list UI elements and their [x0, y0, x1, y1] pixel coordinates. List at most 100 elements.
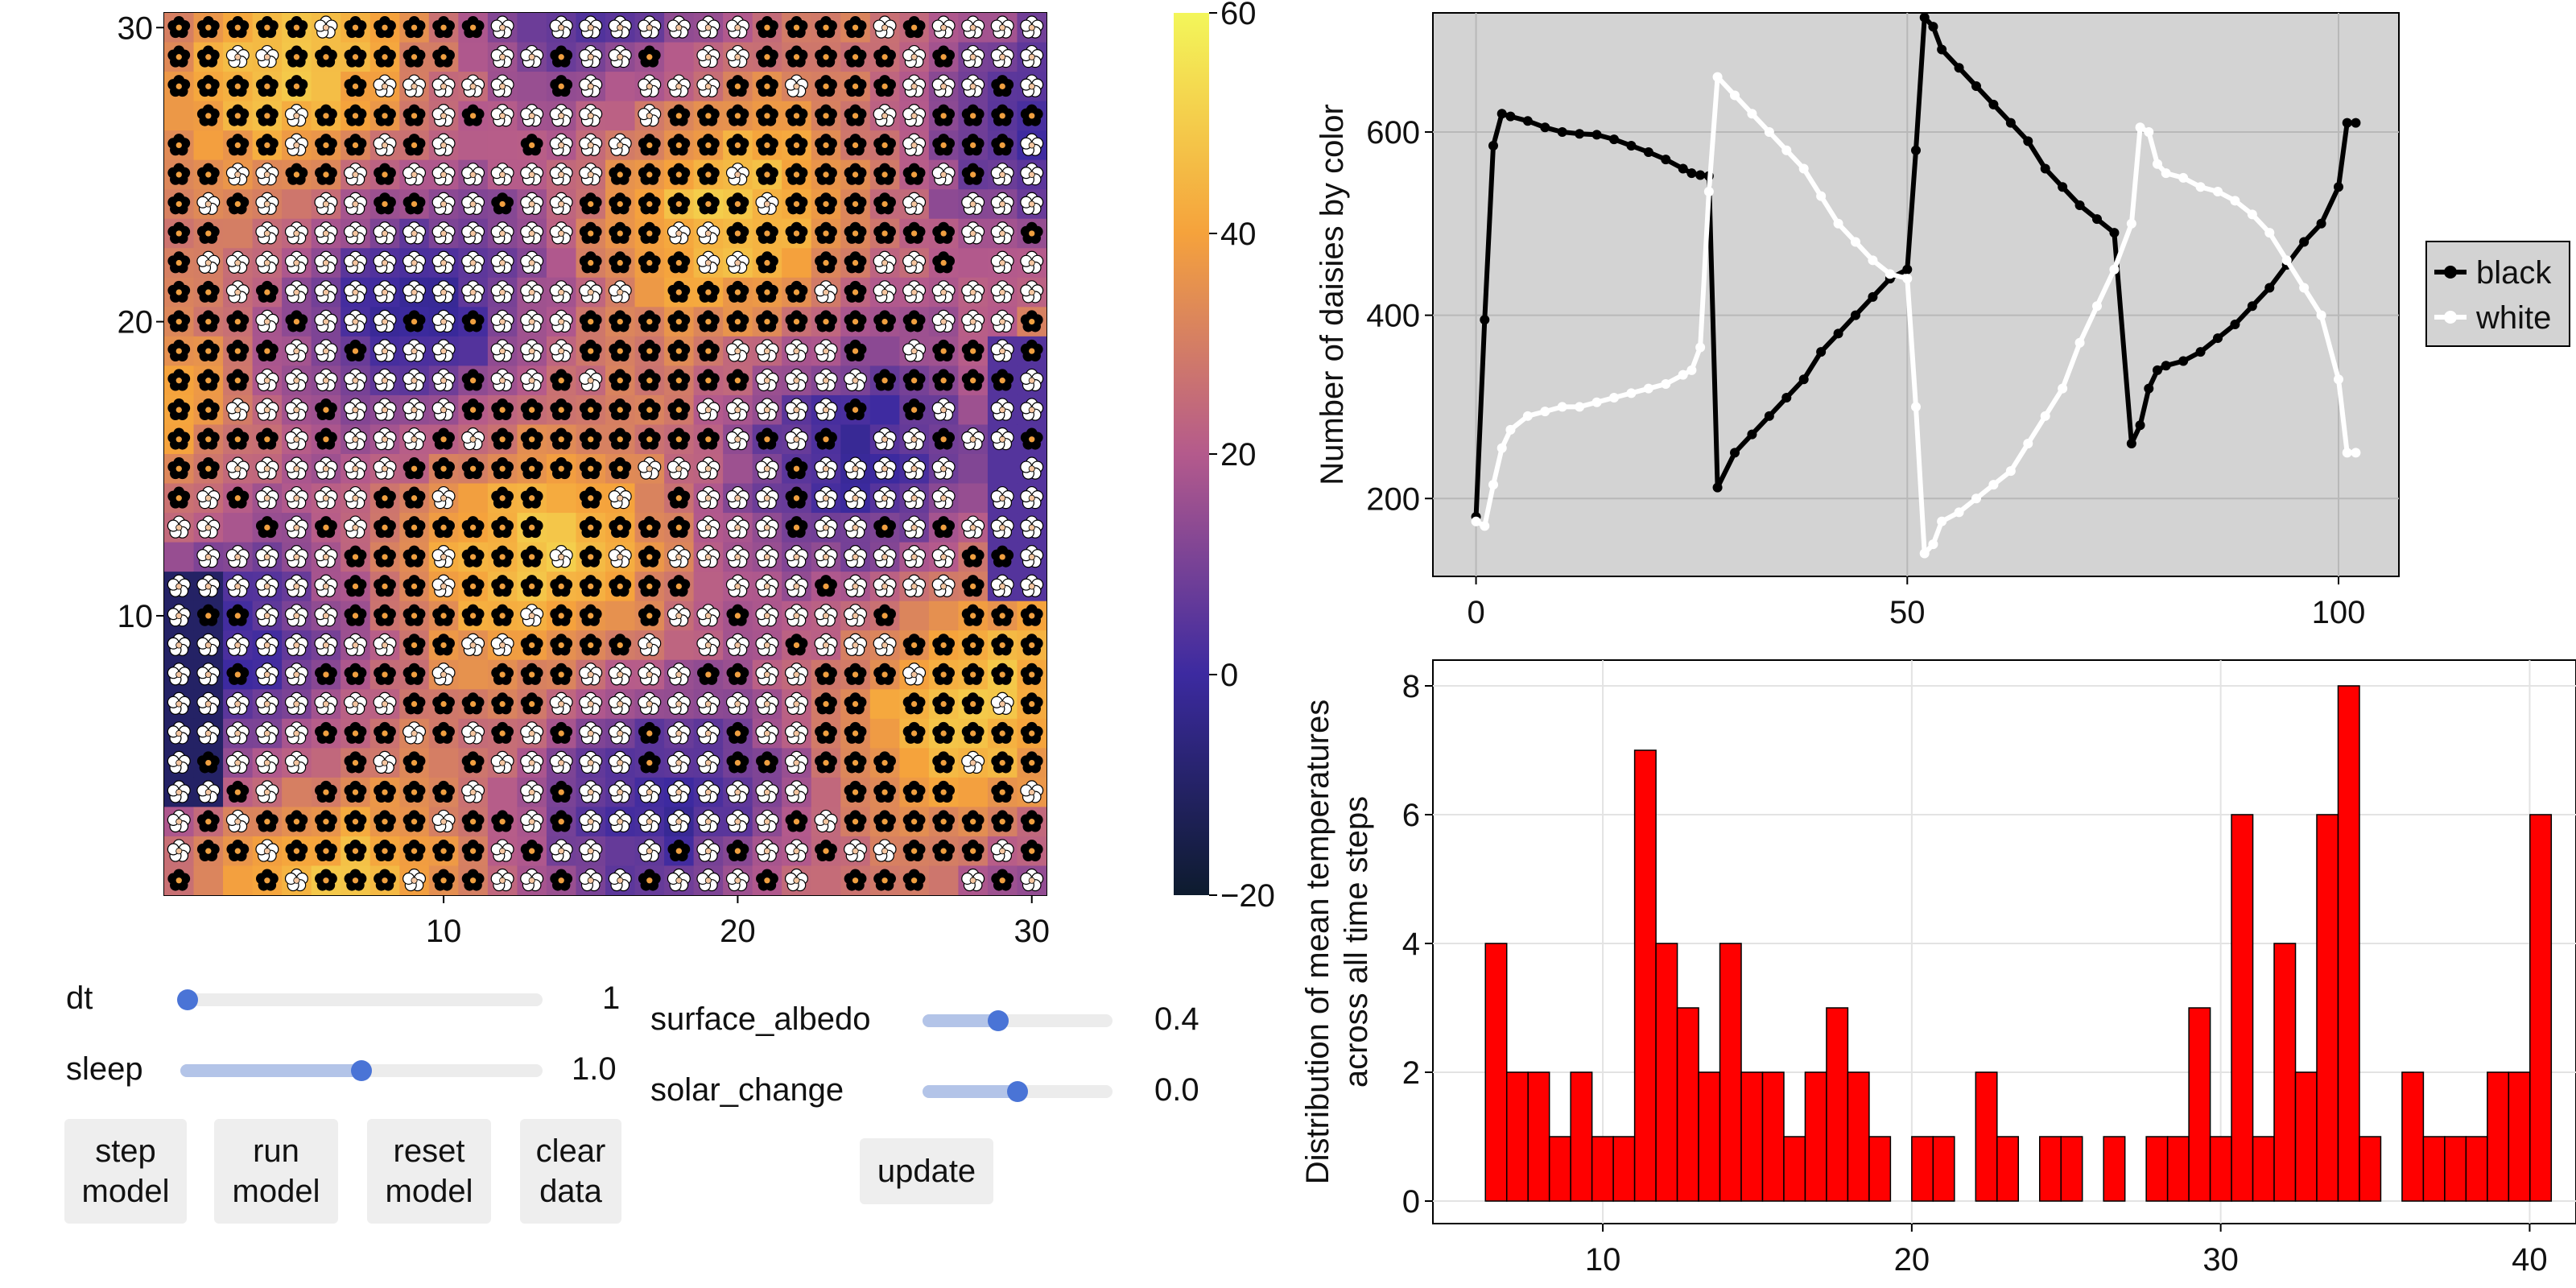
- daisy-petal: [932, 138, 944, 150]
- heatmap-cell: [605, 601, 636, 631]
- heatmap-cell: [282, 777, 312, 807]
- daisy-center: [558, 318, 565, 325]
- daisy-center: [734, 259, 741, 266]
- daisy-center: [234, 83, 241, 89]
- white-daisy-icon: [873, 104, 897, 127]
- daisy-center: [1028, 553, 1035, 560]
- daisy-center: [322, 259, 329, 266]
- daisy-center: [764, 171, 770, 178]
- daisy-center: [175, 171, 182, 178]
- daisy-center: [234, 289, 242, 296]
- daisy-center: [823, 230, 829, 237]
- daisy-petal: [844, 20, 856, 31]
- daisy-center: [646, 554, 653, 560]
- heatmap-cell: [987, 454, 1018, 485]
- heatmap-cell: [487, 130, 518, 161]
- daisy-center: [940, 171, 947, 178]
- daisy-markers: [167, 15, 1044, 892]
- daisy-center: [969, 436, 976, 443]
- daisy-center: [970, 378, 976, 384]
- daisy-center: [381, 436, 389, 443]
- daisy-center: [1029, 230, 1035, 237]
- black-daisy-icon: [932, 134, 956, 156]
- daisy-petal: [785, 138, 797, 150]
- daisy-center: [646, 171, 653, 178]
- daisy-center: [264, 83, 270, 89]
- black-daisy-icon: [167, 134, 191, 156]
- heatmap-cell: [840, 424, 871, 455]
- daisy-center: [617, 407, 623, 413]
- white-daisy-icon: [490, 44, 514, 68]
- daisy-center: [411, 24, 418, 31]
- daisy-petal: [402, 138, 415, 150]
- daisy-petal: [667, 108, 679, 120]
- daisy-center: [588, 613, 594, 619]
- daisy-center: [705, 289, 712, 295]
- daisy-center: [793, 83, 800, 90]
- daisy-center: [204, 494, 212, 502]
- daisy-center: [705, 142, 712, 149]
- daisy-center: [675, 553, 683, 560]
- daisy-center: [558, 289, 565, 296]
- white-daisy-icon: [343, 192, 367, 215]
- daisy-center: [528, 112, 535, 119]
- black-daisy-icon: [167, 163, 191, 185]
- daisy-center: [705, 436, 712, 443]
- daisy-petal: [226, 108, 238, 120]
- daisy-center: [852, 465, 859, 473]
- daisy-center: [529, 583, 535, 590]
- black-daisy-icon: [785, 16, 808, 39]
- white-daisy-icon: [696, 15, 720, 39]
- daisy-center: [940, 348, 947, 354]
- daisy-center: [558, 378, 564, 384]
- daisy-center: [469, 171, 477, 178]
- daisy-center: [763, 407, 770, 414]
- daisy-center: [910, 200, 918, 208]
- heatmap-cell: [928, 189, 959, 220]
- daisy-center: [646, 465, 653, 473]
- white-daisy-icon: [638, 74, 662, 97]
- daisy-center: [322, 318, 329, 325]
- daisy-center: [588, 495, 594, 502]
- daisy-petal: [726, 79, 738, 91]
- daisy-center: [588, 200, 594, 208]
- daisy-center: [910, 24, 918, 31]
- white-daisy-icon: [225, 163, 250, 186]
- daisy-center: [234, 348, 241, 354]
- daisy-center: [263, 377, 270, 384]
- daisy-center: [234, 583, 242, 590]
- daisy-center: [381, 229, 389, 237]
- daisy-center: [322, 348, 329, 355]
- heatmap-cell: [811, 865, 841, 895]
- daisy-center: [352, 24, 359, 31]
- daisy-center: [852, 524, 859, 531]
- daisy-center: [352, 318, 359, 325]
- daisy-center: [822, 524, 830, 531]
- heatmap-cell: [928, 865, 959, 895]
- daisy-center: [175, 83, 182, 89]
- daisy-center: [646, 407, 653, 413]
- daisy-center: [1028, 53, 1035, 60]
- daisy-petal: [374, 49, 385, 61]
- daisy-center: [558, 553, 565, 560]
- daisy-center: [411, 377, 418, 384]
- white-daisy-icon: [961, 15, 985, 39]
- white-daisy-icon: [490, 15, 514, 39]
- daisy-center: [675, 583, 682, 590]
- daisy-center: [999, 229, 1006, 237]
- daisy-center: [763, 524, 770, 531]
- daisy-center: [558, 465, 564, 472]
- daisy-center: [646, 259, 653, 266]
- heatmap-cell: [458, 483, 489, 514]
- daisy-center: [705, 318, 712, 325]
- daisy-center: [675, 142, 682, 149]
- daisy-center: [646, 54, 653, 60]
- daisy-petal: [961, 167, 973, 179]
- heatmap-cell: [223, 865, 254, 895]
- daisy-center: [999, 53, 1006, 60]
- heatmap-cell: [605, 72, 636, 102]
- heatmap-cell: [869, 689, 900, 720]
- white-daisy-icon: [549, 15, 573, 39]
- daisy-petal: [550, 49, 562, 61]
- daisy-petal: [785, 20, 797, 31]
